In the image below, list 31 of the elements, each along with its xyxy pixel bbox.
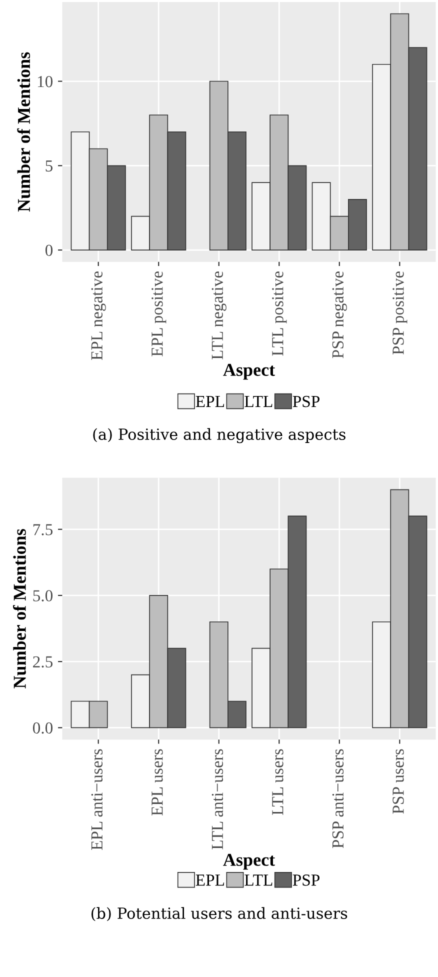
x-axis-title: Aspect xyxy=(223,854,275,870)
y-tick-label: 10 xyxy=(38,76,53,88)
x-tick-label: EPL anti−users xyxy=(91,749,103,850)
y-tick-label: 5 xyxy=(46,160,53,172)
y-tick-label: 0 xyxy=(45,244,53,256)
x-tick-label: LTL users xyxy=(272,749,284,815)
x-tick-label: PSP anti−users xyxy=(332,749,344,848)
legend-label: LTL xyxy=(244,396,272,407)
y-tick-label: 5.0 xyxy=(33,590,53,602)
y-axis-title: Number of Mentions xyxy=(13,529,26,688)
y-tick-label: 2.5 xyxy=(33,656,53,668)
y-tick-label: 0.0 xyxy=(32,722,53,734)
x-tick-label: EPL negative xyxy=(91,271,106,360)
x-tick-label: LTL positive xyxy=(272,271,287,356)
x-tick-label: LTL negative xyxy=(212,271,226,360)
text: (b) Potential users and anti-users xyxy=(92,907,348,922)
x-tick-label: EPL users xyxy=(152,749,163,816)
legend-label: EPL xyxy=(196,396,224,407)
x-tick-label: LTL anti−users xyxy=(212,749,224,850)
legend-label: EPL xyxy=(196,874,224,886)
y-axis-title: Number of Mentions xyxy=(17,52,30,212)
legend-label: PSP xyxy=(292,874,320,886)
y-tick-label: 7.5 xyxy=(33,524,53,536)
x-tick-label: PSP negative xyxy=(332,271,347,358)
x-tick-label: EPL positive xyxy=(152,271,166,356)
x-tick-label: PSP users xyxy=(392,749,404,814)
legend-label: PSP xyxy=(292,396,320,408)
text: (a) Positive and negative aspects xyxy=(93,428,346,444)
legend-label: LTL xyxy=(244,874,272,886)
x-tick-label: PSP positive xyxy=(392,271,408,355)
x-axis-title: Aspect xyxy=(223,364,275,380)
